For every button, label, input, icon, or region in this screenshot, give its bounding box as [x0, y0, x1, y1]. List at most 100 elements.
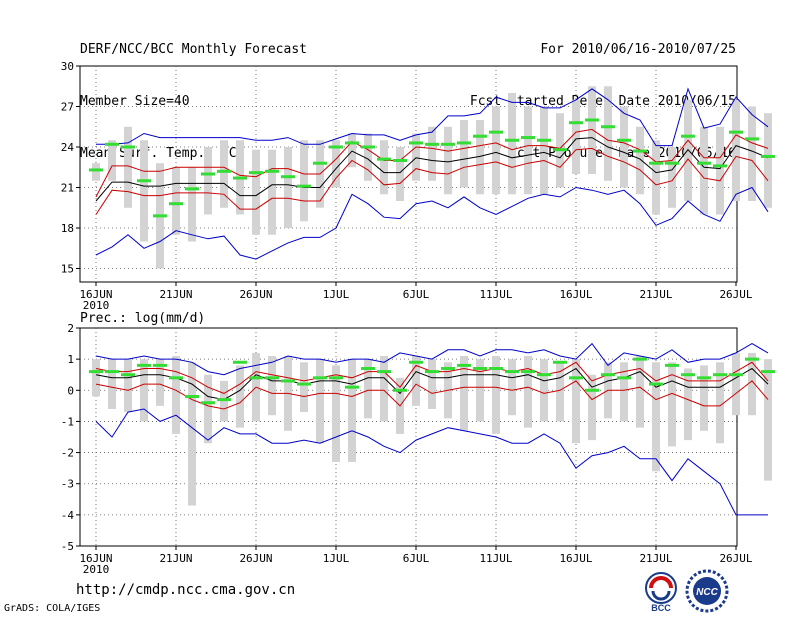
- chart-title: DERF/NCC/BCC Monthly Forecast: [80, 42, 307, 57]
- prec-panel: Prec.: log(mm/d) -5 -4 -3 -2 -1 0 1 2 16JUN 21JUN 2…: [61, 311, 775, 576]
- prec-xtick-label: 26JUL: [719, 552, 752, 565]
- temp-median-marker: [137, 179, 151, 183]
- temp-spread-bar: [588, 86, 596, 174]
- temp-spread-bar: [124, 126, 132, 208]
- prec-median-marker: [329, 376, 343, 380]
- temp-spread-bar: [284, 147, 292, 228]
- temp-spread-bar: [732, 99, 740, 201]
- prec-spread-bar: [428, 359, 436, 409]
- temp-median-marker: [153, 214, 167, 218]
- prec-spread-bar: [348, 359, 356, 462]
- prec-spread-bar: [460, 356, 468, 431]
- temp-xtick-label: 16JUL: [559, 288, 592, 301]
- temp-spread-bar: [460, 120, 468, 188]
- prec-ytick-label: -3: [61, 478, 74, 491]
- prec-spread-bar: [716, 362, 724, 444]
- temp-xtick-label: 26JUN: [239, 288, 272, 301]
- prec-median-marker: [185, 395, 199, 399]
- prec-mean-line: [95, 367, 769, 401]
- temp-panel: 15 18 21 24 27 30 16JUN 21JUN 26JUN 1JUL 6JUL 11JUL…: [61, 60, 775, 312]
- prec-spread-bar: [316, 359, 324, 444]
- temp-xtick-label: 11JUL: [479, 288, 512, 301]
- temp-xtick-label: 26JUL: [719, 288, 752, 301]
- prec-minus-std-line: [95, 380, 769, 410]
- temp-median-marker: [601, 125, 615, 129]
- temp-median-marker: [761, 154, 775, 158]
- temp-spread-bar: [716, 126, 724, 215]
- prec-median-marker: [265, 376, 279, 380]
- prec-median-marker: [297, 382, 311, 386]
- prec-spread-bar: [188, 362, 196, 506]
- temp-spread-bar: [764, 113, 772, 208]
- prec-median-marker: [137, 363, 151, 367]
- temp-median-marker: [425, 142, 439, 146]
- prec-spread-bar: [476, 359, 484, 422]
- prec-ytick-label: -2: [61, 447, 74, 460]
- temp-spread-bar: [188, 167, 196, 242]
- temp-spread-bar: [396, 147, 404, 201]
- prec-median-marker: [505, 370, 519, 374]
- prec-xtick-label: 6JUL: [403, 552, 430, 565]
- prec-spread-bar: [540, 359, 548, 422]
- temp-max-line: [95, 186, 769, 260]
- prec-spread-bar: [172, 356, 180, 434]
- prec-median-marker: [409, 360, 423, 364]
- temp-spread-bar: [252, 149, 260, 235]
- prec-median-marker: [393, 388, 407, 392]
- member-size: Member Size=40: [80, 94, 190, 109]
- prec-median-marker: [729, 373, 743, 377]
- temp-median-marker: [169, 202, 183, 206]
- temp-spread-bar: [332, 140, 340, 188]
- bcc-logo-text: BCC: [651, 603, 671, 613]
- temp-spread-bar: [108, 140, 116, 181]
- prec-xtick-label: 16JUL: [559, 552, 592, 565]
- temp-spread-bar: [540, 106, 548, 195]
- prec-spread-bar: [508, 359, 516, 416]
- prec-spread-bar: [108, 359, 116, 409]
- temp-median-marker: [217, 169, 231, 173]
- temp-median-marker: [617, 138, 631, 142]
- temp-median-marker: [713, 164, 727, 168]
- temp-spread-bar: [220, 140, 228, 208]
- prec-median-marker: [585, 388, 599, 392]
- prec-xtick-label: 21JUN: [159, 552, 192, 565]
- prec-median-marker: [745, 357, 759, 361]
- temp-median-marker: [441, 142, 455, 146]
- temp-median-marker: [185, 187, 199, 191]
- temp-median-marker: [361, 145, 375, 149]
- temp-spread-bar: [572, 99, 580, 174]
- temp-mean-line: [95, 137, 769, 202]
- prec-median-marker: [521, 370, 535, 374]
- temp-spread-bar: [604, 86, 612, 181]
- prec-median-marker: [281, 379, 295, 383]
- temp-spread-bar: [476, 120, 484, 195]
- prec-spread-bar: [300, 362, 308, 413]
- prec-spread-bar: [572, 359, 580, 444]
- temp-median-marker: [329, 145, 343, 149]
- temp-median-marker: [729, 130, 743, 134]
- temp-median-marker: [521, 136, 535, 140]
- temp-median-marker: [457, 141, 471, 145]
- prec-median-marker: [169, 376, 183, 380]
- temp-spread-bar: [364, 133, 372, 181]
- temp-median-marker: [121, 145, 135, 149]
- prec-median-marker: [681, 373, 695, 377]
- prec-xtick-label: 1JUL: [323, 552, 350, 565]
- prec-median-marker: [713, 373, 727, 377]
- temp-median-marker: [697, 161, 711, 165]
- prec-spread-bar: [364, 359, 372, 419]
- prec-median-marker: [489, 366, 503, 370]
- temp-spread-bar: [652, 140, 660, 215]
- temp-median-marker: [393, 159, 407, 162]
- prec-spread-bar: [220, 380, 228, 422]
- prec-spread-bar: [204, 374, 212, 444]
- temp-spread-bar: [380, 140, 388, 195]
- ncc-logo-text: NCC: [696, 587, 718, 598]
- temp-spread-bar: [428, 126, 436, 181]
- prec-median-marker: [761, 370, 775, 374]
- temp-spread-bar: [172, 167, 180, 235]
- prec-median-marker: [377, 370, 391, 374]
- temp-spread-bar: [636, 126, 644, 195]
- prec-year-label: 2010: [83, 563, 110, 576]
